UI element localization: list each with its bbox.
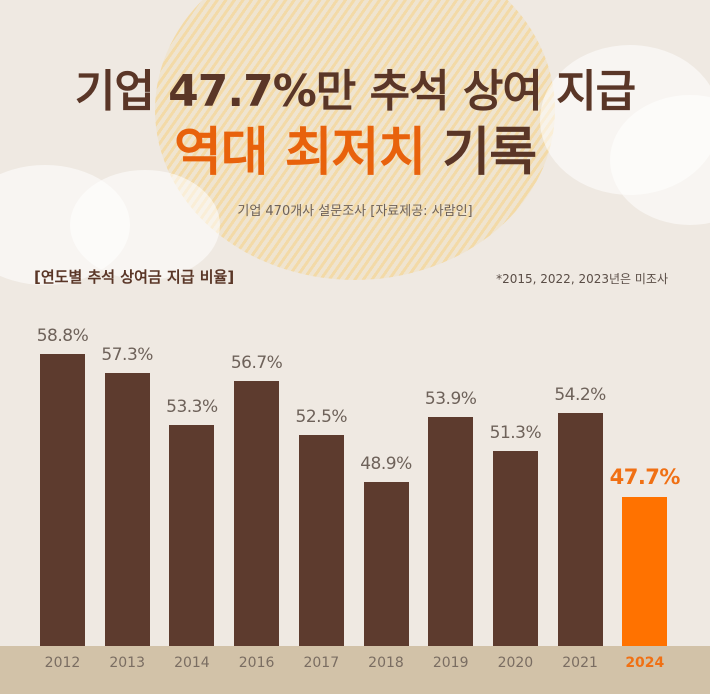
x-axis-label: 2021 — [562, 655, 598, 671]
bar-2024 — [622, 497, 668, 646]
headline-accent: 역대 최저치 — [173, 123, 426, 183]
bar-value-label: 57.3% — [101, 345, 153, 366]
x-axis-label: 2012 — [44, 655, 81, 671]
x-axis-label: 2014 — [174, 655, 210, 671]
x-axis-label: 2013 — [109, 655, 145, 671]
bar-value-label: 48.9% — [360, 453, 412, 474]
bar-value-label: 51.3% — [489, 422, 542, 443]
cloud-decoration — [70, 170, 220, 280]
x-axis-label: 2024 — [625, 655, 665, 671]
bar-2014 — [169, 424, 215, 646]
bar-value-label: 52.5% — [295, 407, 348, 428]
x-axis-label: 2020 — [497, 655, 534, 671]
bar-value-label: 58.8% — [36, 326, 89, 346]
bar-value-label: 53.9% — [424, 389, 477, 410]
bar-2020 — [492, 450, 538, 646]
bar-2018 — [363, 481, 409, 646]
bar-2012 — [40, 354, 85, 646]
bar-2016 — [234, 381, 280, 646]
chart-heading: [연도별 추석 상여금 지급 비율] — [34, 268, 235, 286]
bar-2013 — [104, 373, 150, 646]
chart-footnote: *2015, 2022, 2023년은 미조사 — [496, 272, 668, 286]
bar-value-label: 56.7% — [230, 353, 283, 374]
x-axis-label: 2019 — [432, 655, 469, 671]
bar-2021 — [557, 413, 603, 646]
chart-baseline-ground — [0, 646, 710, 694]
x-axis-label: 2016 — [238, 655, 275, 671]
bar-value-label: 53.3% — [166, 396, 218, 417]
bar-2019 — [428, 417, 474, 646]
bar-value-label: 54.2% — [554, 385, 606, 406]
moon-stripe-decoration — [155, 0, 555, 280]
bar-2017 — [298, 435, 344, 646]
headline-line2: 역대 최저치 기록 — [0, 110, 710, 185]
x-axis-label: 2018 — [368, 655, 404, 671]
bar-value-label: 47.7% — [609, 465, 681, 489]
headline-rest: 기록 — [425, 123, 537, 183]
x-axis-label: 2017 — [303, 655, 340, 671]
survey-source: 기업 470개사 설문조사 [자료제공: 사람인] — [237, 204, 473, 219]
headline-line1: 기업 47.7%만 추석 상여 지급 — [74, 66, 636, 117]
